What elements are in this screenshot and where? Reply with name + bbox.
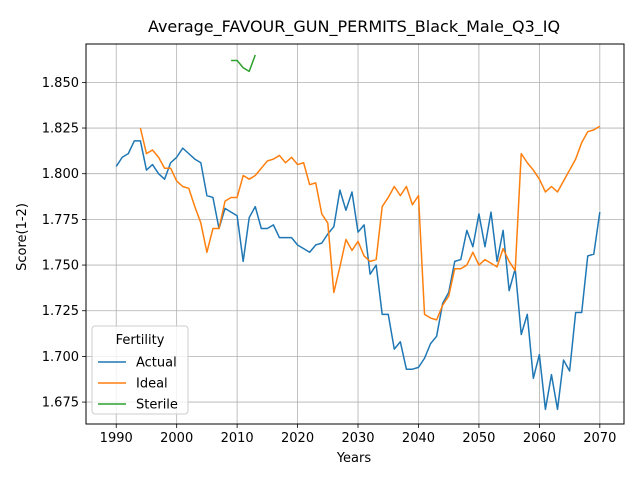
x-tick-label: 2040: [402, 431, 435, 446]
y-tick-label: 1.675: [42, 396, 79, 411]
plot-frame: [85, 43, 625, 425]
x-axis-label: Years: [336, 451, 372, 466]
x-tick-label: 2000: [160, 431, 193, 446]
y-tick-label: 1.825: [42, 122, 79, 137]
series-line-sterile: [231, 54, 256, 73]
chart-title: Average_FAVOUR_GUN_PERMITS_Black_Male_Q3…: [148, 17, 560, 37]
legend-entry-ideal: Ideal: [136, 377, 168, 392]
y-tick-label: 1.725: [42, 304, 79, 319]
x-tick-label: 2020: [281, 431, 314, 446]
x-tick-label: 2030: [341, 431, 374, 446]
y-tick-label: 1.800: [42, 167, 79, 182]
axis-ticks: 1990 2000 2010 2020 2030 2040 2050 2060 2070 1.67…: [42, 76, 617, 446]
x-tick-label: 2050: [462, 431, 495, 446]
y-axis-label: Score(1-2): [15, 203, 30, 271]
legend-entry-sterile: Sterile: [136, 398, 178, 413]
series-line-ideal: [139, 125, 601, 321]
legend-entry-actual: Actual: [136, 356, 177, 371]
x-tick-label: 2070: [583, 431, 616, 446]
legend: Fertility Actual Ideal Sterile: [91, 325, 189, 415]
x-tick-label: 1990: [100, 431, 133, 446]
y-tick-label: 1.700: [42, 350, 79, 365]
legend-title: Fertility: [116, 333, 165, 348]
series-line-actual: [115, 140, 601, 411]
legend-box: [91, 325, 189, 415]
y-tick-label: 1.775: [42, 213, 79, 228]
x-tick-label: 2010: [221, 431, 254, 446]
y-tick-label: 1.750: [42, 259, 79, 274]
x-tick-label: 2060: [523, 431, 556, 446]
y-tick-label: 1.850: [42, 76, 79, 91]
series-layer: [115, 54, 601, 411]
